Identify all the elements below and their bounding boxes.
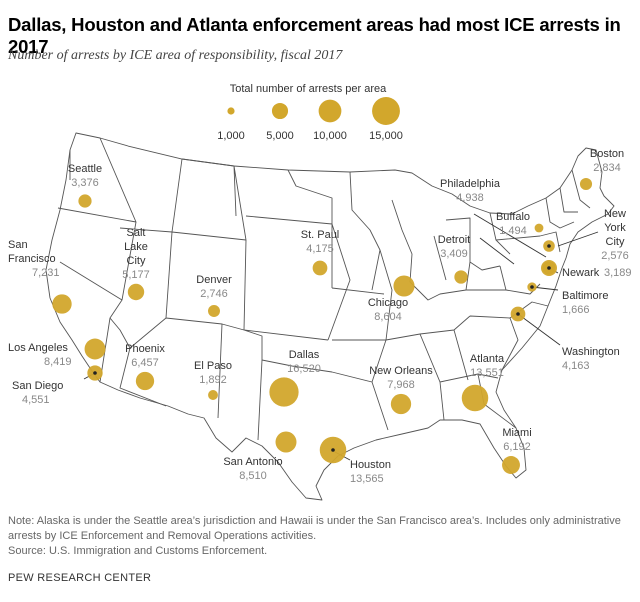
area-name-buffalo: Buffalo <box>496 211 530 223</box>
area-name-san-francisco-2: Francisco <box>8 253 56 265</box>
dot-houston <box>331 448 335 452</box>
area-value-los-angeles: 8,419 <box>44 356 72 368</box>
area-name-new-york-city-3: City <box>606 236 625 248</box>
area-value-san-diego: 4,551 <box>22 394 50 406</box>
area-labels: Seattle 3,376 Salt Lake City 5,177 San Francisc… <box>8 148 632 485</box>
dot-san-diego <box>93 371 97 375</box>
area-value-atlanta: 13,551 <box>470 367 504 379</box>
bubble-los-angeles <box>84 338 106 360</box>
area-name-san-diego: San Diego <box>12 380 63 392</box>
area-name-salt-lake-city-3: City <box>127 255 146 267</box>
area-name-new-york-city-2: York <box>604 222 626 234</box>
area-value-boston: 2,834 <box>593 162 621 174</box>
bubble-new-orleans <box>390 393 412 415</box>
legend-bubble-15000 <box>372 97 400 125</box>
area-value-san-francisco: 7,231 <box>32 267 60 279</box>
legend-label-15000: 15,000 <box>369 130 403 142</box>
area-value-phoenix: 6,457 <box>131 357 159 369</box>
area-name-dallas: Dallas <box>289 349 320 361</box>
area-name-houston: Houston <box>350 459 391 471</box>
bubble-miami <box>502 456 520 474</box>
area-name-philadelphia: Philadelphia <box>440 178 501 190</box>
leader-line-new-york <box>557 231 599 247</box>
area-name-san-francisco-1: San <box>8 239 28 251</box>
area-value-baltimore: 1,666 <box>562 304 590 316</box>
bubble-denver <box>208 305 220 317</box>
area-value-seattle: 3,376 <box>71 177 99 189</box>
area-value-washington: 4,163 <box>562 360 590 372</box>
bubble-chicago <box>393 275 415 297</box>
bubble-seattle <box>78 194 92 208</box>
bubble-san-francisco <box>52 294 72 314</box>
dot-new-york-city <box>547 244 551 248</box>
area-name-seattle: Seattle <box>68 163 102 175</box>
legend-title: Total number of arrests per area <box>230 83 387 95</box>
organization-credit: PEW RESEARCH CENTER <box>8 572 152 584</box>
area-name-atlanta: Atlanta <box>470 353 505 365</box>
area-name-washington: Washington <box>562 346 620 358</box>
legend-items: 1,000 5,000 10,000 15,000 <box>217 97 403 142</box>
area-name-salt-lake-city-2: Lake <box>124 241 148 253</box>
area-value-buffalo: 1,494 <box>499 225 527 237</box>
leader-line-philadelphia <box>473 213 547 258</box>
area-value-chicago: 8,604 <box>374 311 402 323</box>
area-name-salt-lake-city-1: Salt <box>127 227 146 239</box>
legend-label-5000: 5,000 <box>266 130 294 142</box>
legend-bubble-1000 <box>227 107 235 115</box>
bubble-boston <box>579 177 593 191</box>
bubble-st-paul <box>312 260 328 276</box>
legend-bubble-10000 <box>318 99 342 123</box>
legend-bubble-5000 <box>271 102 289 120</box>
area-value-denver: 2,746 <box>200 288 228 300</box>
bubble-detroit <box>454 270 468 284</box>
bubble-atlanta <box>461 384 489 412</box>
us-map: Total number of arrests per area 1,000 5,… <box>8 83 632 501</box>
dot-washington <box>516 312 520 316</box>
area-value-st-paul: 4,175 <box>306 243 334 255</box>
area-name-newark: Newark <box>562 267 600 279</box>
legend-label-1000: 1,000 <box>217 130 245 142</box>
bubble-dallas <box>269 377 299 407</box>
legend-label-10000: 10,000 <box>313 130 347 142</box>
area-value-el-paso: 1,892 <box>199 374 227 386</box>
area-value-dallas: 16,520 <box>287 363 321 375</box>
area-name-phoenix: Phoenix <box>125 343 165 355</box>
bubble-el-paso <box>208 390 218 400</box>
leader-line-washington <box>517 313 561 346</box>
area-value-detroit: 3,409 <box>440 248 468 260</box>
leader-line-detroit <box>479 237 515 265</box>
area-name-chicago: Chicago <box>368 297 408 309</box>
area-name-miami: Miami <box>502 427 531 439</box>
chart-subtitle: Number of arrests by ICE area of respons… <box>8 48 343 63</box>
area-value-houston: 13,565 <box>350 473 384 485</box>
bubble-san-antonio <box>275 431 297 453</box>
area-name-detroit: Detroit <box>438 234 470 246</box>
chart-title: Dallas, Houston and Atlanta enforcement … <box>8 14 621 57</box>
bubble-buffalo <box>534 223 544 233</box>
area-value-salt-lake-city: 5,177 <box>122 269 150 281</box>
area-name-st-paul: St. Paul <box>301 229 340 241</box>
source: Source: U.S. Immigration and Customs Enf… <box>8 545 268 557</box>
area-value-miami: 6,192 <box>503 441 531 453</box>
area-dots <box>93 244 551 452</box>
area-name-denver: Denver <box>196 274 232 286</box>
area-value-new-york-city: 2,576 <box>601 250 629 262</box>
area-value-san-antonio: 8,510 <box>239 470 267 482</box>
area-value-philadelphia: 4,938 <box>456 192 484 204</box>
area-value-newark: 3,189 <box>604 267 632 279</box>
area-value-new-orleans: 7,968 <box>387 379 415 391</box>
area-name-los-angeles: Los Angeles <box>8 342 68 354</box>
legend: Total number of arrests per area 1,000 5,… <box>217 83 403 142</box>
bubble-salt-lake-city <box>127 283 145 301</box>
area-name-boston: Boston <box>590 148 624 160</box>
dot-baltimore <box>530 285 534 289</box>
area-name-baltimore: Baltimore <box>562 290 608 302</box>
area-name-el-paso: El Paso <box>194 360 232 372</box>
area-name-san-antonio: San Antonio <box>223 456 282 468</box>
footnote: Note: Alaska is under the Seattle area’s… <box>8 515 621 542</box>
area-name-new-orleans: New Orleans <box>369 365 433 377</box>
area-name-new-york-city-1: New <box>604 208 626 220</box>
bubble-phoenix <box>135 371 155 391</box>
dot-newark <box>547 266 551 270</box>
